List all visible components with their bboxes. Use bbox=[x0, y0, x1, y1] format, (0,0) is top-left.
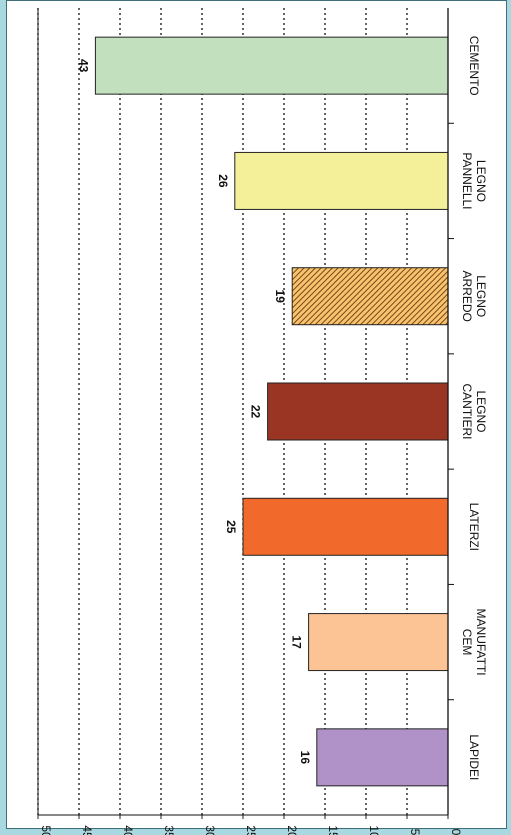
bar-5 bbox=[308, 613, 449, 672]
tick-label-20: 20 bbox=[285, 825, 299, 835]
data-label-2: 19 bbox=[273, 290, 287, 304]
tick-label-5: 5 bbox=[408, 829, 422, 835]
category-label-2: LEGNOARREDO bbox=[460, 271, 488, 322]
tick-label-10: 10 bbox=[367, 825, 381, 835]
category-label-line: MANUFATTI bbox=[474, 609, 488, 676]
data-label-5: 17 bbox=[290, 635, 304, 649]
tick-label-35: 35 bbox=[162, 825, 176, 835]
tick-label-30: 30 bbox=[203, 825, 217, 835]
bar-2 bbox=[291, 267, 449, 326]
category-label-line: LAPIDEI bbox=[467, 734, 481, 780]
data-label-0: 43 bbox=[76, 59, 90, 73]
category-label-line: CEMENTO bbox=[467, 36, 481, 96]
bar-3 bbox=[267, 382, 449, 441]
data-labels: 43 26 19 22 25 17 16 bbox=[76, 59, 311, 764]
category-label-line: CEM bbox=[460, 629, 474, 656]
tick-label-15: 15 bbox=[326, 825, 340, 835]
data-label-4: 25 bbox=[224, 520, 238, 534]
category-label-line: LEGNO bbox=[474, 390, 488, 432]
category-axis: CEMENTOLEGNOPANNELLILEGNOARREDOLEGNOCANT… bbox=[448, 36, 488, 780]
category-label-1: LEGNOPANNELLI bbox=[460, 152, 488, 209]
category-label-line: ARREDO bbox=[460, 271, 474, 322]
bar-4 bbox=[242, 497, 449, 556]
tick-label-50: 50 bbox=[39, 825, 53, 835]
bar-0 bbox=[94, 36, 449, 95]
data-label-6: 16 bbox=[298, 751, 312, 765]
bar-1 bbox=[234, 151, 449, 210]
category-label-5: MANUFATTICEM bbox=[460, 609, 488, 676]
tick-label-40: 40 bbox=[121, 825, 135, 835]
category-label-line: LATERZI bbox=[467, 503, 481, 551]
category-label-0: CEMENTO bbox=[467, 36, 481, 96]
bars bbox=[94, 36, 449, 787]
category-label-4: LATERZI bbox=[467, 503, 481, 551]
category-label-line: LEGNO bbox=[474, 160, 488, 202]
data-label-1: 26 bbox=[216, 174, 230, 188]
category-label-6: LAPIDEI bbox=[467, 734, 481, 780]
value-axis: 0 5 10 15 20 25 30 35 40 45 50 bbox=[37, 8, 463, 835]
category-label-line: LEGNO bbox=[474, 275, 488, 317]
tick-label-25: 25 bbox=[244, 825, 258, 835]
category-label-line: PANNELLI bbox=[460, 152, 474, 209]
bar-6 bbox=[316, 728, 449, 787]
tick-label-0: 0 bbox=[449, 829, 463, 835]
tick-label-45: 45 bbox=[80, 825, 94, 835]
category-label-3: LEGNOCANTIERI bbox=[460, 383, 488, 439]
category-label-line: CANTIERI bbox=[460, 383, 474, 439]
data-label-3: 22 bbox=[249, 405, 263, 419]
